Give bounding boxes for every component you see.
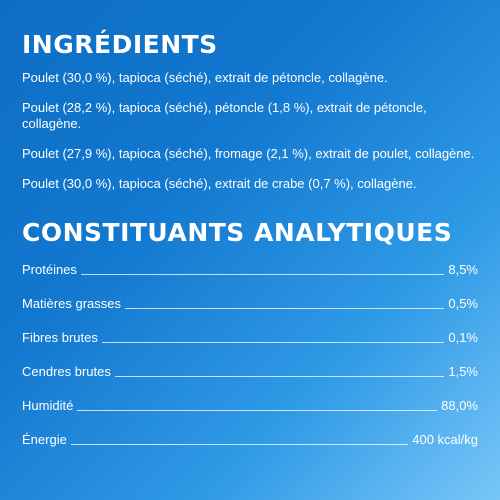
constituents-title: CONSTITUANTS ANALYTIQUES	[22, 218, 453, 247]
constituent-row-cendres-brutes: Cendres brutes 1,5%	[22, 364, 478, 380]
ingredient-item: Poulet (27,9 %), tapioca (séché), fromag…	[22, 146, 475, 161]
ingredient-item: Poulet (30,0 %), tapioca (séché), extrai…	[22, 176, 417, 191]
constituent-value: 0,1%	[448, 330, 478, 345]
constituent-label: Protéines	[22, 262, 77, 277]
constituent-label: Humidité	[22, 398, 74, 413]
constituent-value: 8,5%	[448, 262, 478, 277]
constituent-row-proteines: Protéines 8,5%	[22, 262, 478, 278]
constituent-row-humidite: Humidité 88,0%	[22, 398, 478, 414]
ingredients-list: Poulet (30,0 %), tapioca (séché), extrai…	[22, 70, 478, 192]
ingredients-title: INGRÉDIENTS	[22, 30, 218, 59]
constituent-label: Énergie	[22, 432, 67, 447]
constituents-table: Protéines 8,5% Matières grasses 0,5% Fib…	[22, 262, 478, 448]
constituent-row-energie: Énergie 400 kcal/kg	[22, 432, 478, 448]
constituent-value: 88,0%	[441, 398, 478, 413]
ingredient-item: Poulet (30,0 %), tapioca (séché), extrai…	[22, 70, 388, 85]
constituent-value: 1,5%	[448, 364, 478, 379]
leader-line	[77, 410, 438, 411]
leader-line	[70, 444, 409, 445]
leader-line	[114, 376, 445, 377]
constituent-label: Matières grasses	[22, 296, 121, 311]
constituent-row-fibres-brutes: Fibres brutes 0,1%	[22, 330, 478, 346]
leader-line	[124, 308, 445, 309]
constituent-value: 400 kcal/kg	[412, 432, 478, 447]
leader-line	[101, 342, 445, 343]
leader-line	[80, 274, 445, 275]
constituent-label: Cendres brutes	[22, 364, 111, 379]
ingredient-item: Poulet (28,2 %), tapioca (séché), pétonc…	[22, 100, 427, 131]
constituent-row-matieres-grasses: Matières grasses 0,5%	[22, 296, 478, 312]
constituent-label: Fibres brutes	[22, 330, 98, 345]
constituent-value: 0,5%	[448, 296, 478, 311]
